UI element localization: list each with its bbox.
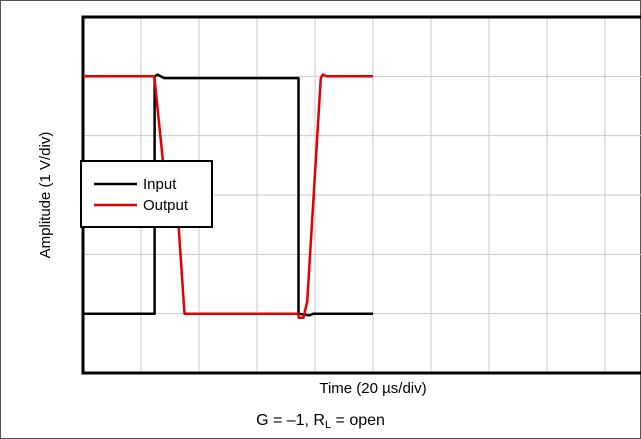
x-axis-label: Time (20 µs/div) [319,380,426,397]
legend-box [80,160,213,228]
legend: Input Output [80,160,213,228]
caption-subscript: L [324,419,332,431]
legend-label-input: Input [143,176,177,193]
caption: G = –1, RL = open [0,412,641,431]
caption-suffix: = open [331,412,385,429]
caption-prefix: G = –1, R [256,412,325,429]
legend-label-output: Output [143,197,189,214]
y-axis-label: Amplitude (1 V/div) [37,132,54,259]
